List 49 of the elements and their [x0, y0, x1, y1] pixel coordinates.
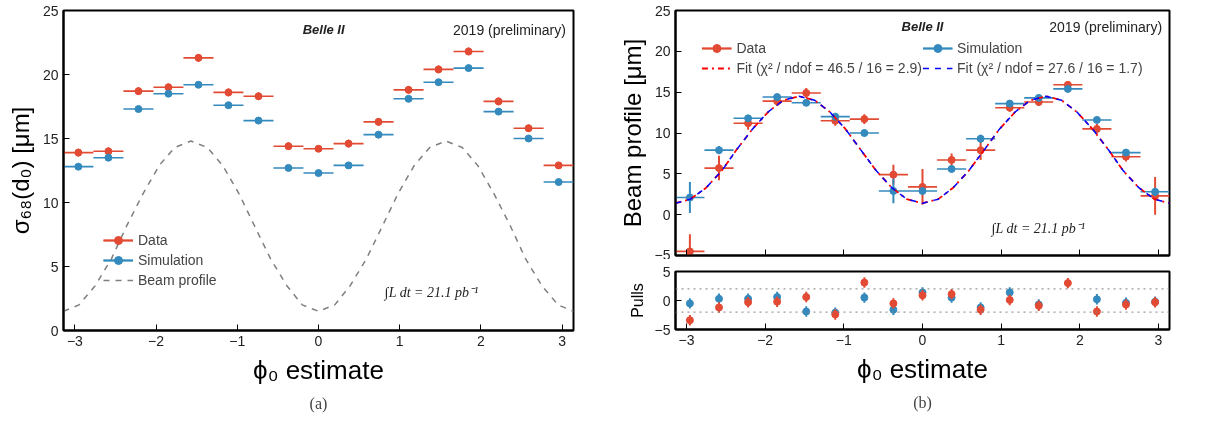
annotation: 2019 (preliminary): [453, 21, 566, 38]
legend-label: Data: [736, 40, 767, 56]
y-tick-label: −5: [654, 246, 671, 263]
legend-label: Fit (χ² / ndof = 27.6 / 16 = 1.7): [957, 60, 1143, 76]
legend-label: Fit (χ² / ndof = 46.5 / 16 = 2.9): [736, 60, 922, 76]
x-tick-label: 0: [918, 331, 927, 348]
x-axis-title: ϕ₀ estimate: [857, 353, 988, 384]
y-tick-label: 25: [654, 2, 671, 19]
y-tick-label: 0: [662, 292, 671, 309]
x-tick-label: 2: [1075, 331, 1084, 348]
legend-label: Simulation: [957, 40, 1023, 56]
x-tick-label: −3: [66, 332, 84, 349]
y-tick-label: 15: [42, 130, 59, 147]
x-tick-label: −2: [757, 331, 774, 348]
y-tick-label: 20: [42, 66, 59, 83]
x-tick-label: 3: [1154, 331, 1163, 348]
annotation: Belle II: [901, 19, 944, 35]
x-tick-label: 2: [477, 332, 486, 349]
x-tick-label: 0: [314, 332, 323, 349]
y-tick-label: 20: [654, 43, 671, 60]
y-tick-label: 15: [654, 84, 671, 101]
text: (b): [913, 393, 932, 412]
y-tick-label: 10: [42, 194, 59, 211]
y-tick-label: 25: [42, 2, 59, 19]
text: (a): [309, 394, 328, 413]
legend-label: Beam profile: [138, 272, 217, 288]
annotation: 2019 (preliminary): [1049, 19, 1163, 36]
annotation: ∫L dt = 21.1 pb⁻¹: [990, 221, 1086, 238]
y-tick-label: 5: [662, 263, 671, 280]
y-tick-label: 5: [662, 165, 671, 182]
x-tick-label: −2: [148, 332, 165, 349]
legend-label: Data: [138, 232, 168, 248]
y-tick-label: 10: [654, 125, 671, 141]
y-axis-title: Pulls: [628, 283, 646, 318]
x-tick-label: −1: [835, 331, 853, 348]
x-tick-label: −3: [678, 331, 695, 348]
y-tick-label: 0: [662, 206, 671, 223]
legend-label: Simulation: [138, 252, 204, 268]
x-axis-title: ϕ₀ estimate: [253, 354, 384, 385]
annotation: ∫L dt = 21.1 pb⁻¹: [383, 284, 479, 301]
y-tick-label: −5: [654, 321, 671, 338]
y-tick-label: 5: [50, 258, 59, 275]
x-tick-label: −1: [229, 332, 246, 349]
annotation: Belle II: [302, 21, 345, 37]
y-axis-title: Beam profile [μm]: [618, 38, 646, 228]
x-tick-label: 1: [395, 332, 404, 349]
x-tick-label: 3: [558, 332, 567, 349]
y-axis-title: σ₆₈(d₀) [μm]: [6, 106, 34, 235]
x-tick-label: 1: [997, 331, 1006, 348]
